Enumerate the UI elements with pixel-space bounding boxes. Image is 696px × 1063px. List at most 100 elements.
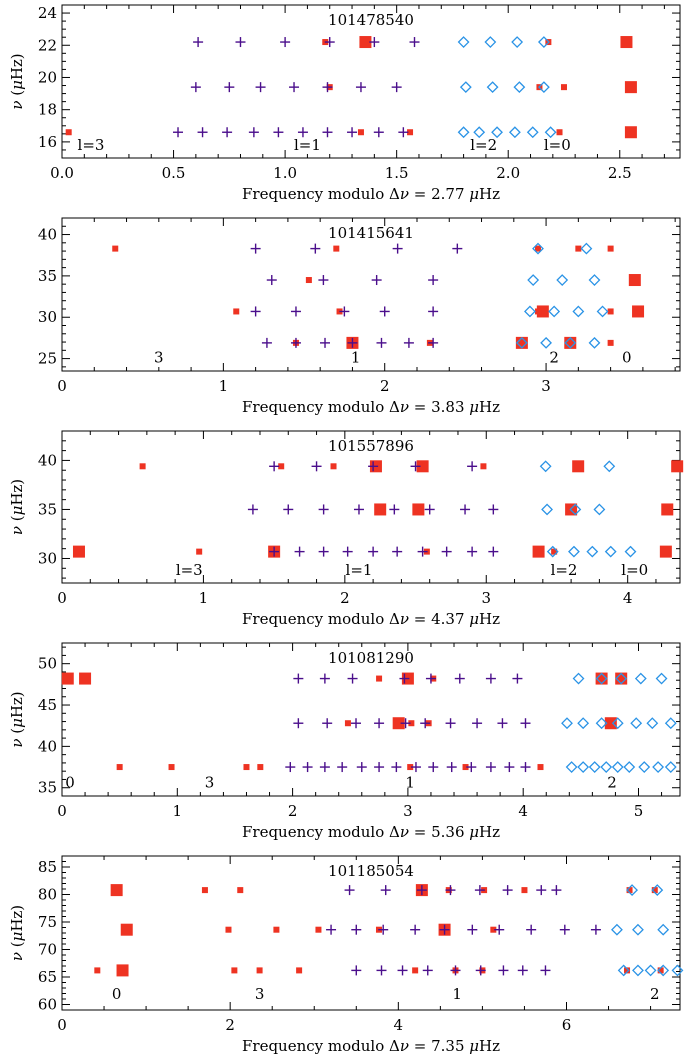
small-square-marker bbox=[257, 764, 264, 771]
plot-frame bbox=[61, 217, 681, 372]
small-square-marker bbox=[94, 967, 101, 974]
plus-marker bbox=[373, 127, 384, 138]
y-tick-label: 40 bbox=[38, 451, 57, 469]
diamond-marker bbox=[632, 964, 644, 977]
small-square-marker bbox=[462, 764, 469, 771]
diamond-marker bbox=[646, 717, 659, 730]
degree-label: l=2 bbox=[551, 561, 578, 579]
plus-marker bbox=[290, 337, 301, 348]
plus-marker bbox=[351, 965, 362, 976]
diamond-marker bbox=[546, 545, 559, 558]
plus-marker bbox=[224, 82, 235, 93]
small-square-marker bbox=[407, 764, 414, 771]
small-square-marker bbox=[296, 967, 303, 974]
y-axis-label: ν (μHz) bbox=[8, 479, 26, 535]
plus-marker bbox=[322, 718, 333, 729]
plus-marker bbox=[255, 82, 266, 93]
diamond-marker bbox=[511, 36, 524, 48]
plot-frame bbox=[61, 430, 681, 584]
large-square-marker bbox=[116, 964, 129, 977]
small-square-marker bbox=[315, 926, 322, 933]
large-square-marker bbox=[564, 336, 577, 349]
diamond-marker bbox=[657, 964, 670, 977]
plus-marker bbox=[428, 275, 439, 286]
diamond-marker bbox=[524, 305, 536, 318]
plus-marker bbox=[391, 762, 402, 773]
diamond-marker bbox=[632, 923, 644, 936]
plus-marker bbox=[424, 504, 435, 515]
small-square-marker bbox=[376, 675, 383, 682]
large-square-marker bbox=[532, 545, 545, 558]
small-square-marker bbox=[201, 887, 208, 894]
plus-marker bbox=[347, 127, 358, 138]
diamond-marker bbox=[588, 274, 601, 286]
x-tick-label: 1.0 bbox=[273, 164, 297, 182]
plus-marker bbox=[475, 965, 486, 976]
diamond-marker bbox=[615, 672, 628, 685]
plus-marker bbox=[369, 37, 380, 48]
y-tick-label: 70 bbox=[38, 941, 57, 959]
diamond-marker bbox=[611, 761, 624, 773]
plus-marker bbox=[311, 461, 322, 472]
plus-marker bbox=[502, 885, 513, 896]
x-tick-label: 0 bbox=[57, 1016, 67, 1034]
small-square-marker bbox=[344, 720, 351, 727]
diamond-marker bbox=[569, 503, 582, 516]
small-square-marker bbox=[357, 129, 364, 136]
diamond-marker bbox=[491, 126, 503, 139]
degree-label: 1 bbox=[452, 985, 462, 1003]
plus-marker bbox=[400, 718, 411, 729]
plus-marker bbox=[590, 924, 601, 935]
plus-marker bbox=[417, 546, 428, 557]
plus-marker bbox=[520, 762, 531, 773]
plus-marker bbox=[399, 673, 410, 684]
y-tick-label: 24 bbox=[38, 4, 57, 22]
plus-marker bbox=[337, 762, 348, 773]
plus-marker bbox=[302, 762, 313, 773]
plus-marker bbox=[494, 924, 505, 935]
small-square-marker bbox=[256, 967, 263, 974]
panel-title: 101081290 bbox=[328, 649, 414, 667]
plus-marker bbox=[391, 82, 402, 93]
diamond-marker bbox=[588, 761, 601, 773]
diamond-marker bbox=[588, 336, 601, 349]
plus-marker bbox=[452, 243, 463, 254]
diamond-marker bbox=[644, 964, 657, 977]
plus-marker bbox=[467, 546, 478, 557]
degree-label: 1 bbox=[351, 349, 361, 367]
plus-marker bbox=[326, 924, 337, 935]
x-tick-label: 0 bbox=[57, 589, 67, 607]
plus-marker bbox=[485, 762, 496, 773]
diamond-marker bbox=[671, 964, 684, 977]
diamond-marker bbox=[655, 672, 668, 685]
plus-marker bbox=[474, 885, 485, 896]
plus-marker bbox=[293, 718, 304, 729]
plus-marker bbox=[398, 127, 409, 138]
diamond-marker bbox=[526, 126, 539, 139]
small-square-marker bbox=[626, 887, 633, 894]
small-square-marker bbox=[278, 463, 285, 470]
large-square-marker bbox=[659, 545, 672, 558]
plus-marker bbox=[318, 504, 329, 515]
diamond-marker bbox=[564, 336, 577, 349]
plus-marker bbox=[324, 37, 335, 48]
y-axis-label: ν (μHz) bbox=[8, 905, 26, 961]
diamond-marker bbox=[508, 126, 521, 139]
diamond-marker bbox=[580, 242, 593, 255]
plus-marker bbox=[248, 127, 259, 138]
plus-marker bbox=[269, 461, 280, 472]
plus-marker bbox=[222, 127, 233, 138]
y-tick-label: 40 bbox=[38, 737, 57, 755]
diamond-marker bbox=[540, 336, 552, 349]
x-tick-label: 3 bbox=[481, 589, 491, 607]
plus-marker bbox=[356, 762, 367, 773]
small-square-marker bbox=[651, 887, 658, 894]
y-tick-label: 30 bbox=[38, 308, 57, 326]
y-tick-label: 20 bbox=[38, 68, 57, 86]
plus-marker bbox=[416, 885, 427, 896]
diamond-marker bbox=[624, 545, 637, 558]
y-tick-label: 75 bbox=[38, 913, 57, 931]
